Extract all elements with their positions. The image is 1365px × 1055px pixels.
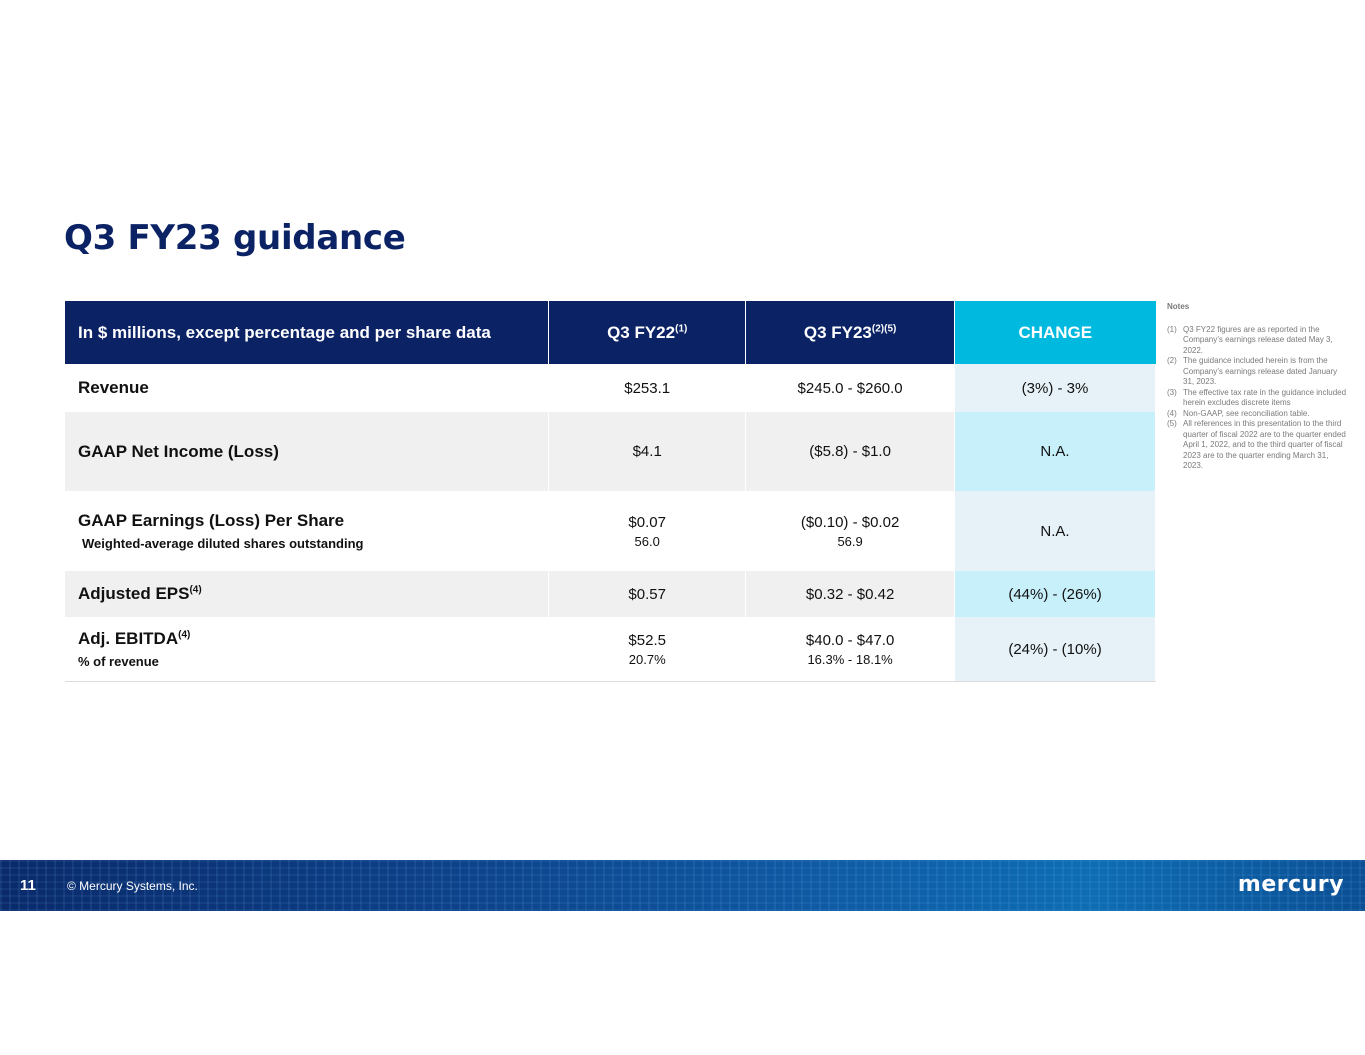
fy23-value: $0.32 - $0.42 bbox=[805, 585, 895, 603]
header-q3-fy22-text: Q3 FY22 bbox=[607, 322, 676, 342]
row-label: Adjusted EPS(4) bbox=[78, 584, 548, 604]
footer-bar: 11 © Mercury Systems, Inc. mercury bbox=[0, 860, 1365, 911]
fy23-cell: $40.0 - $47.0 16.3% - 18.1% bbox=[745, 617, 956, 682]
header-q3-fy22: Q3 FY22(1) bbox=[548, 301, 747, 364]
note-text: Q3 FY22 figures are as reported in the C… bbox=[1183, 324, 1333, 355]
row-label-text: Adj. EBITDA bbox=[78, 629, 179, 648]
row-sublabel: % of revenue bbox=[78, 654, 159, 669]
row-label-cell: Adj. EBITDA(4) % of revenue bbox=[65, 617, 550, 682]
notes-title: Notes bbox=[1167, 302, 1190, 311]
fy23-value: ($0.10) - $0.02 bbox=[800, 513, 900, 531]
header-q3-fy23-text: Q3 FY23 bbox=[803, 322, 872, 342]
fy22-subvalue: 56.0 bbox=[634, 533, 660, 549]
header-q3-fy22-footnote: (1) bbox=[675, 322, 688, 334]
row-label: Adj. EBITDA(4) bbox=[78, 629, 548, 649]
note-text: All references in this presentation to t… bbox=[1183, 419, 1346, 470]
fy22-value: $52.5 bbox=[628, 631, 666, 649]
change-cell: (44%) - (26%) bbox=[954, 571, 1156, 617]
header-q3-fy23-footnote: (2)(5) bbox=[871, 322, 897, 334]
note-number: (2) bbox=[1167, 356, 1177, 365]
fy22-cell: $0.57 bbox=[548, 571, 747, 617]
note-text: The effective tax rate in the guidance i… bbox=[1183, 387, 1347, 408]
fy23-cell: $0.32 - $0.42 bbox=[745, 571, 956, 617]
note-number: (1) bbox=[1167, 324, 1177, 334]
table-row-gaap-eps: GAAP Earnings (Loss) Per Share Weighted-… bbox=[65, 491, 1156, 571]
mercury-logo: mercury bbox=[1237, 872, 1344, 897]
page-title: Q3 FY23 guidance bbox=[64, 218, 406, 258]
fy23-value: $40.0 - $47.0 bbox=[805, 631, 895, 649]
note-item: (5) All references in this presentation … bbox=[1167, 419, 1347, 472]
note-number: (3) bbox=[1167, 387, 1177, 397]
change-value: (24%) - (10%) bbox=[1008, 640, 1102, 658]
row-label-cell: Adjusted EPS(4) bbox=[65, 571, 550, 617]
note-item: (2) The guidance included herein is from… bbox=[1167, 356, 1347, 388]
table-row-adj-ebitda: Adj. EBITDA(4) % of revenue $52.5 20.7% … bbox=[65, 617, 1156, 682]
fy22-subvalue: 20.7% bbox=[628, 651, 666, 667]
fy23-subvalue: 56.9 bbox=[837, 533, 863, 549]
header-label-text: In $ millions, except percentage and per… bbox=[78, 322, 491, 342]
table-row-gaap-net-income: GAAP Net Income (Loss) $4.1 ($5.8) - $1.… bbox=[65, 412, 1156, 491]
change-value: (44%) - (26%) bbox=[1008, 585, 1102, 603]
note-text: Non-GAAP, see reconciliation table. bbox=[1183, 408, 1310, 418]
row-label-text: Adjusted EPS bbox=[78, 584, 190, 603]
header-change: CHANGE bbox=[954, 301, 1156, 364]
note-item: (3) The effective tax rate in the guidan… bbox=[1167, 388, 1347, 409]
page-number: 11 bbox=[20, 877, 36, 894]
row-label: GAAP Net Income (Loss) bbox=[78, 441, 279, 461]
row-label: Revenue bbox=[78, 378, 149, 397]
note-number: (5) bbox=[1167, 419, 1177, 428]
change-value: N.A. bbox=[1040, 443, 1070, 460]
table-header-row: In $ millions, except percentage and per… bbox=[65, 301, 1156, 364]
row-label-footnote: (4) bbox=[178, 629, 191, 641]
fy23-cell: ($5.8) - $1.0 bbox=[745, 412, 956, 491]
header-label: In $ millions, except percentage and per… bbox=[65, 301, 550, 364]
fy22-cell: $4.1 bbox=[548, 412, 747, 491]
change-cell: N.A. bbox=[954, 491, 1156, 571]
fy22-cell: $253.1 bbox=[548, 364, 747, 412]
header-change-text: CHANGE bbox=[1018, 322, 1093, 342]
change-cell: (24%) - (10%) bbox=[954, 617, 1156, 682]
fy23-cell: $245.0 - $260.0 bbox=[745, 364, 956, 412]
row-label-cell: Revenue bbox=[65, 364, 550, 412]
notes-panel: Notes (1) Q3 FY22 figures are as reporte… bbox=[1167, 302, 1347, 472]
fy22-value: $4.1 bbox=[632, 443, 662, 460]
fy22-cell: $0.07 56.0 bbox=[548, 491, 747, 571]
fy23-cell: ($0.10) - $0.02 56.9 bbox=[745, 491, 956, 571]
header-q3-fy23: Q3 FY23(2)(5) bbox=[745, 301, 956, 364]
table-row-adjusted-eps: Adjusted EPS(4) $0.57 $0.32 - $0.42 (44%… bbox=[65, 571, 1156, 617]
row-label: GAAP Earnings (Loss) Per Share bbox=[78, 511, 345, 530]
fy22-value: $253.1 bbox=[624, 379, 671, 397]
change-value: (3%) - 3% bbox=[1021, 379, 1089, 397]
copyright-text: © Mercury Systems, Inc. bbox=[67, 879, 198, 893]
row-label-footnote: (4) bbox=[189, 584, 202, 596]
fy22-value: $0.07 bbox=[628, 513, 666, 531]
note-text: The guidance included herein is from the… bbox=[1183, 356, 1338, 386]
table-row-revenue: Revenue $253.1 $245.0 - $260.0 (3%) - 3% bbox=[65, 364, 1156, 412]
fy23-value: $245.0 - $260.0 bbox=[797, 379, 903, 397]
note-item: (4) Non-GAAP, see reconciliation table. bbox=[1167, 409, 1347, 420]
guidance-table: In $ millions, except percentage and per… bbox=[65, 301, 1156, 682]
fy22-cell: $52.5 20.7% bbox=[548, 617, 747, 682]
fy22-value: $0.57 bbox=[628, 585, 666, 603]
fy23-value: ($5.8) - $1.0 bbox=[809, 443, 891, 460]
row-label-cell: GAAP Earnings (Loss) Per Share Weighted-… bbox=[65, 491, 550, 571]
row-label-cell: GAAP Net Income (Loss) bbox=[65, 412, 550, 491]
note-item: (1) Q3 FY22 figures are as reported in t… bbox=[1167, 325, 1347, 357]
fy23-subvalue: 16.3% - 18.1% bbox=[807, 651, 893, 667]
change-cell: (3%) - 3% bbox=[954, 364, 1156, 412]
note-number: (4) bbox=[1167, 408, 1177, 418]
row-sublabel: Weighted-average diluted shares outstand… bbox=[82, 536, 364, 551]
change-value: N.A. bbox=[1040, 522, 1070, 540]
change-cell: N.A. bbox=[954, 412, 1156, 491]
